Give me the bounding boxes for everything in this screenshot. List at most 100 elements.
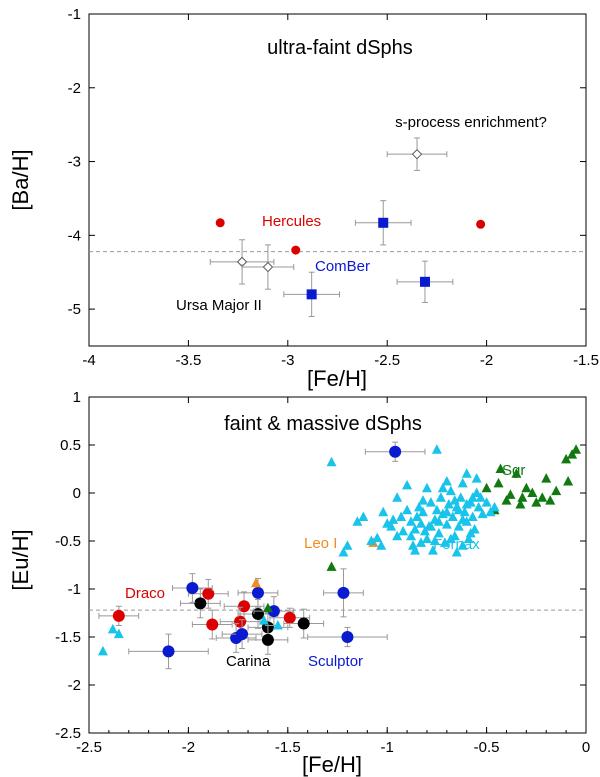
x-tick-label: -1.5 bbox=[275, 739, 301, 756]
point-sgr bbox=[493, 477, 504, 488]
marker bbox=[473, 501, 484, 512]
point-fornax bbox=[107, 623, 118, 634]
point-fornax bbox=[465, 527, 476, 538]
marker bbox=[476, 219, 486, 229]
annotation-fornax: Fornax bbox=[433, 536, 480, 553]
marker bbox=[388, 514, 399, 524]
marker bbox=[467, 492, 478, 502]
point-fornax bbox=[358, 511, 369, 521]
y-ticks-top: -1 -2 -3 -4 -5 bbox=[68, 6, 586, 318]
marker bbox=[467, 511, 478, 521]
point-fornax bbox=[457, 540, 468, 550]
point-fornax bbox=[396, 511, 407, 521]
point-sgr bbox=[521, 482, 532, 493]
marker bbox=[341, 631, 354, 643]
marker bbox=[457, 477, 468, 488]
marker bbox=[338, 547, 349, 557]
point-fornax bbox=[441, 519, 452, 529]
annotation-comber: ComBer bbox=[315, 258, 370, 275]
point-sgr bbox=[481, 482, 492, 493]
marker bbox=[262, 261, 274, 273]
marker bbox=[376, 540, 387, 550]
plot-frame-top bbox=[88, 13, 587, 347]
marker bbox=[389, 445, 402, 458]
marker bbox=[457, 514, 468, 524]
marker bbox=[489, 501, 500, 512]
marker bbox=[445, 533, 456, 544]
x-tick-label: -2 bbox=[182, 739, 195, 756]
marker bbox=[162, 645, 175, 658]
marker bbox=[501, 495, 512, 505]
point-fornax bbox=[433, 527, 444, 538]
marker bbox=[537, 492, 548, 502]
marker bbox=[517, 492, 528, 502]
point-fornax bbox=[425, 521, 436, 531]
marker bbox=[206, 618, 219, 631]
point-fornax bbox=[441, 506, 452, 517]
point-fornax bbox=[378, 506, 389, 517]
point-fornax bbox=[463, 533, 474, 544]
x-tick-label: -2.5 bbox=[76, 739, 102, 756]
panel-title-top: ultra-faint dSphs bbox=[267, 37, 413, 59]
point-fornax bbox=[372, 532, 383, 543]
marker bbox=[234, 615, 247, 628]
point-fornax bbox=[417, 506, 428, 517]
marker bbox=[481, 482, 492, 493]
data-points-bottom bbox=[97, 441, 582, 670]
point-fornax bbox=[406, 516, 417, 526]
marker bbox=[451, 547, 462, 557]
point-fornax bbox=[467, 511, 478, 521]
point-fornax bbox=[414, 501, 425, 512]
marker bbox=[485, 506, 496, 517]
panel-title-bottom: faint & massive dSphs bbox=[224, 413, 422, 435]
point-carina bbox=[283, 608, 325, 639]
x-axis-label-bottom: [Fe/H] bbox=[302, 752, 362, 777]
point-hercules bbox=[476, 219, 486, 229]
point-sgr bbox=[262, 602, 273, 613]
point-fornax bbox=[421, 533, 432, 544]
y-tick-label: -2 bbox=[68, 80, 81, 97]
plot-frame-bottom bbox=[88, 396, 587, 734]
x-tick-label: -4 bbox=[82, 352, 95, 369]
point-fornax bbox=[449, 495, 460, 505]
marker bbox=[475, 492, 486, 502]
marker bbox=[449, 495, 460, 505]
point-sculptor bbox=[128, 633, 209, 670]
point-draco bbox=[98, 605, 140, 626]
point-fornax bbox=[437, 482, 448, 493]
point-sgr bbox=[511, 468, 522, 478]
marker bbox=[398, 525, 409, 536]
point-fornax bbox=[447, 511, 458, 521]
point-fornax bbox=[443, 499, 454, 509]
point-fornax bbox=[402, 479, 413, 490]
marker bbox=[419, 525, 430, 536]
point-fornax bbox=[419, 525, 430, 536]
point-fornax bbox=[473, 501, 484, 512]
marker bbox=[261, 633, 274, 646]
marker bbox=[411, 148, 423, 160]
x-ticks-top: -4 -3.5 -3 -2.5 -2 -1.5 bbox=[82, 14, 599, 369]
point-fornax bbox=[445, 533, 456, 544]
point-sculptor bbox=[171, 573, 213, 603]
y-tick-label: -1 bbox=[68, 581, 81, 598]
y-tick-label: -0.5 bbox=[55, 533, 81, 550]
point-fornax bbox=[382, 518, 393, 528]
point-fornax bbox=[366, 535, 377, 545]
point-sgr bbox=[501, 495, 512, 505]
marker bbox=[571, 444, 582, 454]
point-fornax bbox=[392, 530, 403, 541]
point-fornax bbox=[97, 645, 108, 656]
annotation-sgr: Sgr bbox=[502, 462, 525, 479]
marker bbox=[453, 521, 464, 531]
y-tick-label: 0.5 bbox=[60, 437, 81, 454]
marker bbox=[515, 499, 526, 509]
x-tick-label: -1 bbox=[381, 739, 394, 756]
point-comber bbox=[396, 260, 454, 303]
point-comber bbox=[283, 271, 340, 317]
marker bbox=[441, 506, 452, 517]
marker bbox=[457, 540, 468, 550]
point-fornax bbox=[431, 504, 442, 515]
point-sgr bbox=[505, 489, 516, 499]
point-s-process-enrichment- bbox=[386, 137, 448, 171]
marker bbox=[427, 545, 438, 555]
